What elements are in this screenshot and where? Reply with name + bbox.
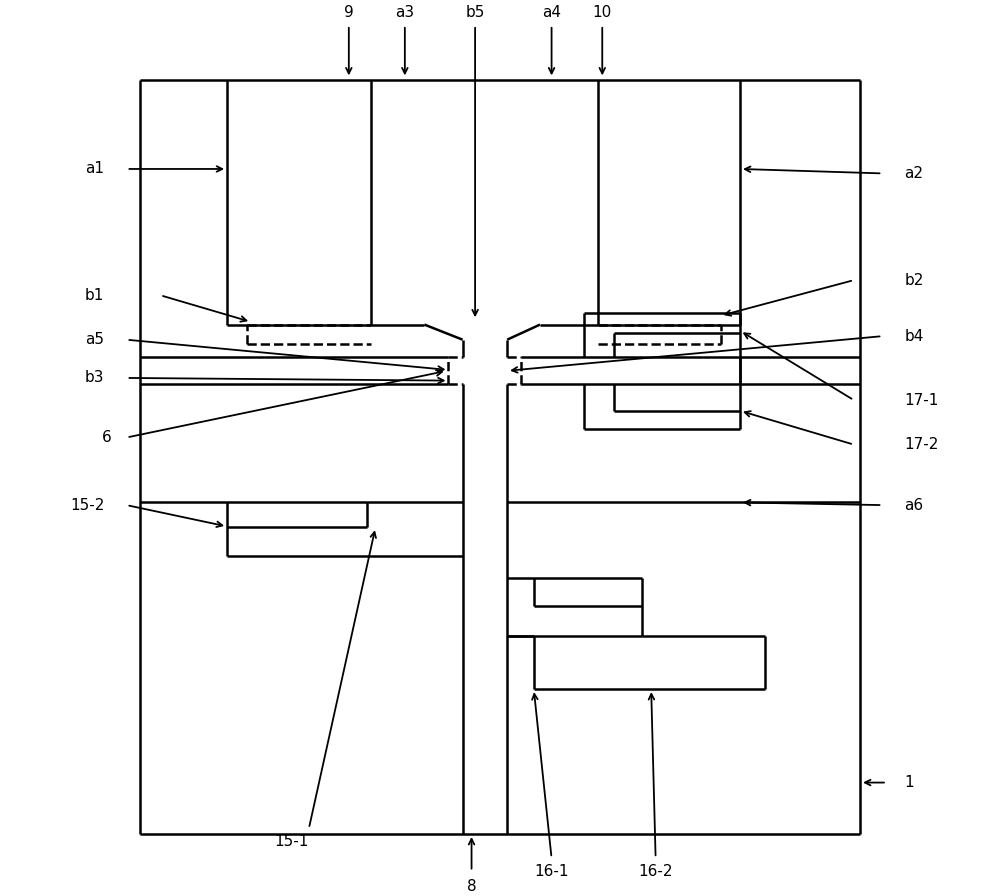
Text: a1: a1 xyxy=(85,161,104,177)
Text: a5: a5 xyxy=(85,332,104,348)
Text: 9: 9 xyxy=(344,4,354,20)
Text: b4: b4 xyxy=(905,329,924,344)
Text: b3: b3 xyxy=(85,370,104,385)
Text: b1: b1 xyxy=(85,288,104,303)
Text: 8: 8 xyxy=(467,879,476,893)
Text: a2: a2 xyxy=(905,166,924,181)
Text: a6: a6 xyxy=(905,497,924,513)
Text: 6: 6 xyxy=(102,430,111,445)
Text: 16-2: 16-2 xyxy=(638,865,673,879)
Text: b5: b5 xyxy=(465,4,485,20)
Text: 10: 10 xyxy=(593,4,612,20)
Text: 16-1: 16-1 xyxy=(534,865,569,879)
Text: 17-1: 17-1 xyxy=(905,392,939,408)
Text: 17-2: 17-2 xyxy=(905,437,939,452)
Text: 15-1: 15-1 xyxy=(274,834,308,849)
Text: b2: b2 xyxy=(905,272,924,288)
Text: a3: a3 xyxy=(395,4,414,20)
Text: 1: 1 xyxy=(905,775,914,790)
Text: 15-2: 15-2 xyxy=(70,497,104,513)
Text: a4: a4 xyxy=(542,4,561,20)
